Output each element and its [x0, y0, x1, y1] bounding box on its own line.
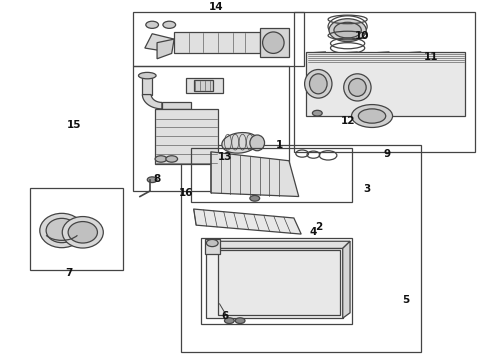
Polygon shape [211, 152, 299, 197]
Bar [186, 78, 223, 93]
Polygon shape [157, 39, 174, 59]
Bar [133, 66, 289, 191]
Polygon shape [162, 103, 191, 109]
Polygon shape [194, 209, 301, 234]
Text: 16: 16 [179, 188, 194, 198]
Text: 13: 13 [218, 152, 233, 162]
Ellipse shape [40, 213, 84, 248]
Polygon shape [218, 250, 340, 315]
Ellipse shape [313, 110, 322, 116]
Bar [133, 12, 304, 66]
Text: 4: 4 [310, 227, 317, 237]
Polygon shape [145, 34, 174, 51]
Ellipse shape [250, 195, 260, 201]
Polygon shape [143, 77, 152, 95]
Bar [155, 109, 218, 164]
Ellipse shape [46, 219, 77, 243]
Polygon shape [143, 95, 162, 109]
Ellipse shape [68, 221, 98, 243]
Ellipse shape [163, 21, 175, 28]
Bar [260, 28, 289, 57]
Bar [191, 148, 352, 202]
Bar [294, 12, 475, 152]
Ellipse shape [343, 74, 371, 101]
Bar [201, 238, 352, 324]
Text: 11: 11 [423, 52, 438, 62]
Text: 12: 12 [341, 116, 355, 126]
Ellipse shape [348, 78, 366, 96]
Text: 6: 6 [222, 311, 229, 321]
Ellipse shape [334, 22, 361, 38]
Text: 5: 5 [403, 295, 410, 305]
Ellipse shape [139, 72, 156, 79]
Ellipse shape [146, 21, 159, 28]
Ellipse shape [166, 156, 177, 162]
Bar [306, 51, 465, 116]
Text: 7: 7 [65, 269, 73, 278]
Ellipse shape [310, 74, 327, 94]
Ellipse shape [224, 318, 234, 324]
Ellipse shape [250, 135, 265, 151]
Ellipse shape [235, 318, 245, 324]
Ellipse shape [305, 69, 332, 98]
Polygon shape [206, 248, 343, 318]
Text: 3: 3 [364, 184, 371, 194]
Ellipse shape [222, 132, 258, 153]
Text: 14: 14 [208, 2, 223, 12]
Ellipse shape [329, 19, 366, 42]
Text: 10: 10 [355, 31, 369, 41]
Ellipse shape [147, 177, 157, 183]
Text: 15: 15 [67, 120, 81, 130]
Ellipse shape [351, 104, 392, 127]
Text: 1: 1 [275, 140, 283, 150]
Ellipse shape [155, 156, 167, 162]
Bar [30, 188, 123, 270]
Text: 2: 2 [315, 222, 322, 232]
Polygon shape [343, 241, 350, 318]
Ellipse shape [206, 239, 218, 247]
Text: 9: 9 [383, 149, 390, 159]
Bar [174, 32, 260, 53]
Bar [205, 239, 220, 254]
Bar [194, 80, 213, 91]
Text: 8: 8 [153, 174, 161, 184]
Ellipse shape [263, 32, 284, 53]
Bar [181, 145, 421, 352]
Ellipse shape [62, 217, 103, 248]
Ellipse shape [358, 109, 386, 123]
Polygon shape [206, 241, 350, 248]
